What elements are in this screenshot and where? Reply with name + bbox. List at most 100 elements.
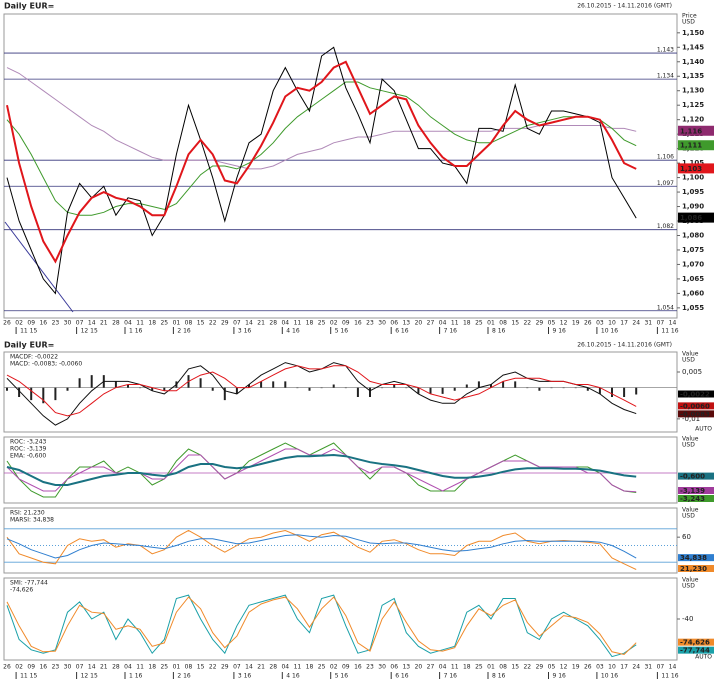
value-tag xyxy=(678,646,714,654)
x-tick-label: 19 xyxy=(572,320,580,327)
y-tick-label: 1,070 xyxy=(682,260,704,268)
y-tick-label: 0,005 xyxy=(682,368,702,376)
histogram-bar xyxy=(235,387,238,394)
histogram-bar xyxy=(248,384,250,388)
x-tick-label: 11 xyxy=(136,320,144,327)
histogram-bar xyxy=(538,387,541,391)
month-label: 2 16 xyxy=(177,673,191,680)
x-tick-label: 29 xyxy=(536,320,544,327)
x-tick-label: 07 xyxy=(76,664,84,671)
histogram-bar xyxy=(90,375,93,388)
y-tick-label: 1,095 xyxy=(682,188,704,196)
histogram-bar xyxy=(308,387,311,391)
x-tick-label: 14 xyxy=(669,320,677,327)
x-tick-label: 26 xyxy=(584,664,592,671)
x-tick-label: 18 xyxy=(148,664,156,671)
series-line xyxy=(6,534,637,559)
x-tick-label: 16 xyxy=(354,320,362,327)
x-tick-label: 02 xyxy=(15,664,23,671)
legend-entry: MARSI: 34,838 xyxy=(10,517,54,524)
x-tick-label: 19 xyxy=(572,664,580,671)
x-tick-label: 02 xyxy=(330,664,338,671)
x-tick-label: 30 xyxy=(64,320,72,327)
x-tick-label: 15 xyxy=(511,664,519,671)
axis-title: Price xyxy=(682,13,697,20)
y-tick-label: 1,120 xyxy=(682,116,704,124)
x-tick-label: 03 xyxy=(596,664,604,671)
x-tick-label: 17 xyxy=(620,320,628,327)
x-tick-label: 24 xyxy=(632,664,640,671)
month-label: 1 16 xyxy=(129,328,143,335)
level-label: 1,054 xyxy=(657,304,674,311)
value-tag xyxy=(678,472,714,480)
month-label: 6 16 xyxy=(395,673,409,680)
x-tick-label: 07 xyxy=(657,664,665,671)
x-tick-label: 09 xyxy=(342,664,350,671)
x-tick-label: 23 xyxy=(366,664,374,671)
month-label: 4 16 xyxy=(286,673,300,680)
month-label: 7 16 xyxy=(444,673,458,680)
x-tick-label: 26 xyxy=(3,320,11,327)
legend-entry: ROC: -3,243 xyxy=(10,439,47,446)
x-tick-label: 18 xyxy=(148,320,156,327)
x-tick-label: 29 xyxy=(221,320,229,327)
axis-title: USD xyxy=(682,19,695,26)
x-tick-label: 16 xyxy=(39,664,47,671)
histogram-bar xyxy=(635,387,638,395)
x-tick-label: 15 xyxy=(197,664,205,671)
histogram-bar xyxy=(284,381,287,388)
series-line xyxy=(6,46,637,295)
axis-title: USD xyxy=(682,583,695,590)
y-tick-label: 1,140 xyxy=(682,58,704,66)
x-tick-label: 08 xyxy=(185,320,193,327)
x-tick-label: 27 xyxy=(427,320,435,327)
value-tag xyxy=(678,212,714,223)
histogram-bar xyxy=(127,384,129,388)
x-tick-label: 22 xyxy=(209,320,217,327)
month-label: 6 16 xyxy=(395,328,409,335)
axis-title: Value xyxy=(682,351,699,358)
y-tick-label: 1,060 xyxy=(682,289,704,297)
series-line xyxy=(6,529,637,570)
histogram-bar xyxy=(611,387,613,397)
x-tick-label: 28 xyxy=(269,664,277,671)
y-tick-label: 1,065 xyxy=(682,275,704,283)
x-tick-label: 09 xyxy=(27,320,35,327)
month-label: 10 16 xyxy=(601,328,618,335)
x-tick-label: 25 xyxy=(160,320,168,327)
x-tick-label: 12 xyxy=(560,320,568,327)
x-tick-label: 31 xyxy=(644,664,652,671)
y-tick-label: 1,090 xyxy=(682,203,704,211)
histogram-bar xyxy=(320,387,323,389)
histogram-bar xyxy=(417,387,420,394)
month-label: 2 16 xyxy=(177,328,191,335)
histogram-bar xyxy=(429,387,432,394)
value-tag-label: -0,0022 xyxy=(680,391,710,399)
x-tick-label: 13 xyxy=(402,664,410,671)
histogram-bar xyxy=(54,387,57,401)
header-title: Daily EUR= xyxy=(4,2,54,11)
x-tick-label: 13 xyxy=(402,320,410,327)
x-tick-label: 12 xyxy=(560,664,568,671)
x-tick-label: 04 xyxy=(124,320,132,327)
histogram-bar xyxy=(623,387,626,397)
y-tick-label: 1,075 xyxy=(682,246,704,254)
y-tick-label: 1,135 xyxy=(682,72,704,80)
value-tag xyxy=(678,402,714,410)
x-tick-label: 08 xyxy=(499,664,507,671)
value-tag-label: -3,243 xyxy=(680,495,705,503)
histogram-bar xyxy=(356,387,359,397)
histogram-bar xyxy=(562,387,565,389)
value-tag-label: -77,744 xyxy=(680,647,710,655)
x-tick-label: 02 xyxy=(15,320,23,327)
axis-title: Value xyxy=(682,577,699,584)
x-tick-label: 04 xyxy=(439,320,447,327)
legend-entry: RSI: 21,230 xyxy=(10,510,45,517)
value-tag-label: -74,626 xyxy=(680,639,710,647)
x-tick-label: 30 xyxy=(378,664,386,671)
histogram-bar xyxy=(151,387,154,391)
month-label: 7 16 xyxy=(444,328,458,335)
histogram-bar xyxy=(6,387,8,391)
x-tick-label: 23 xyxy=(52,320,60,327)
x-tick-label: 30 xyxy=(378,320,386,327)
